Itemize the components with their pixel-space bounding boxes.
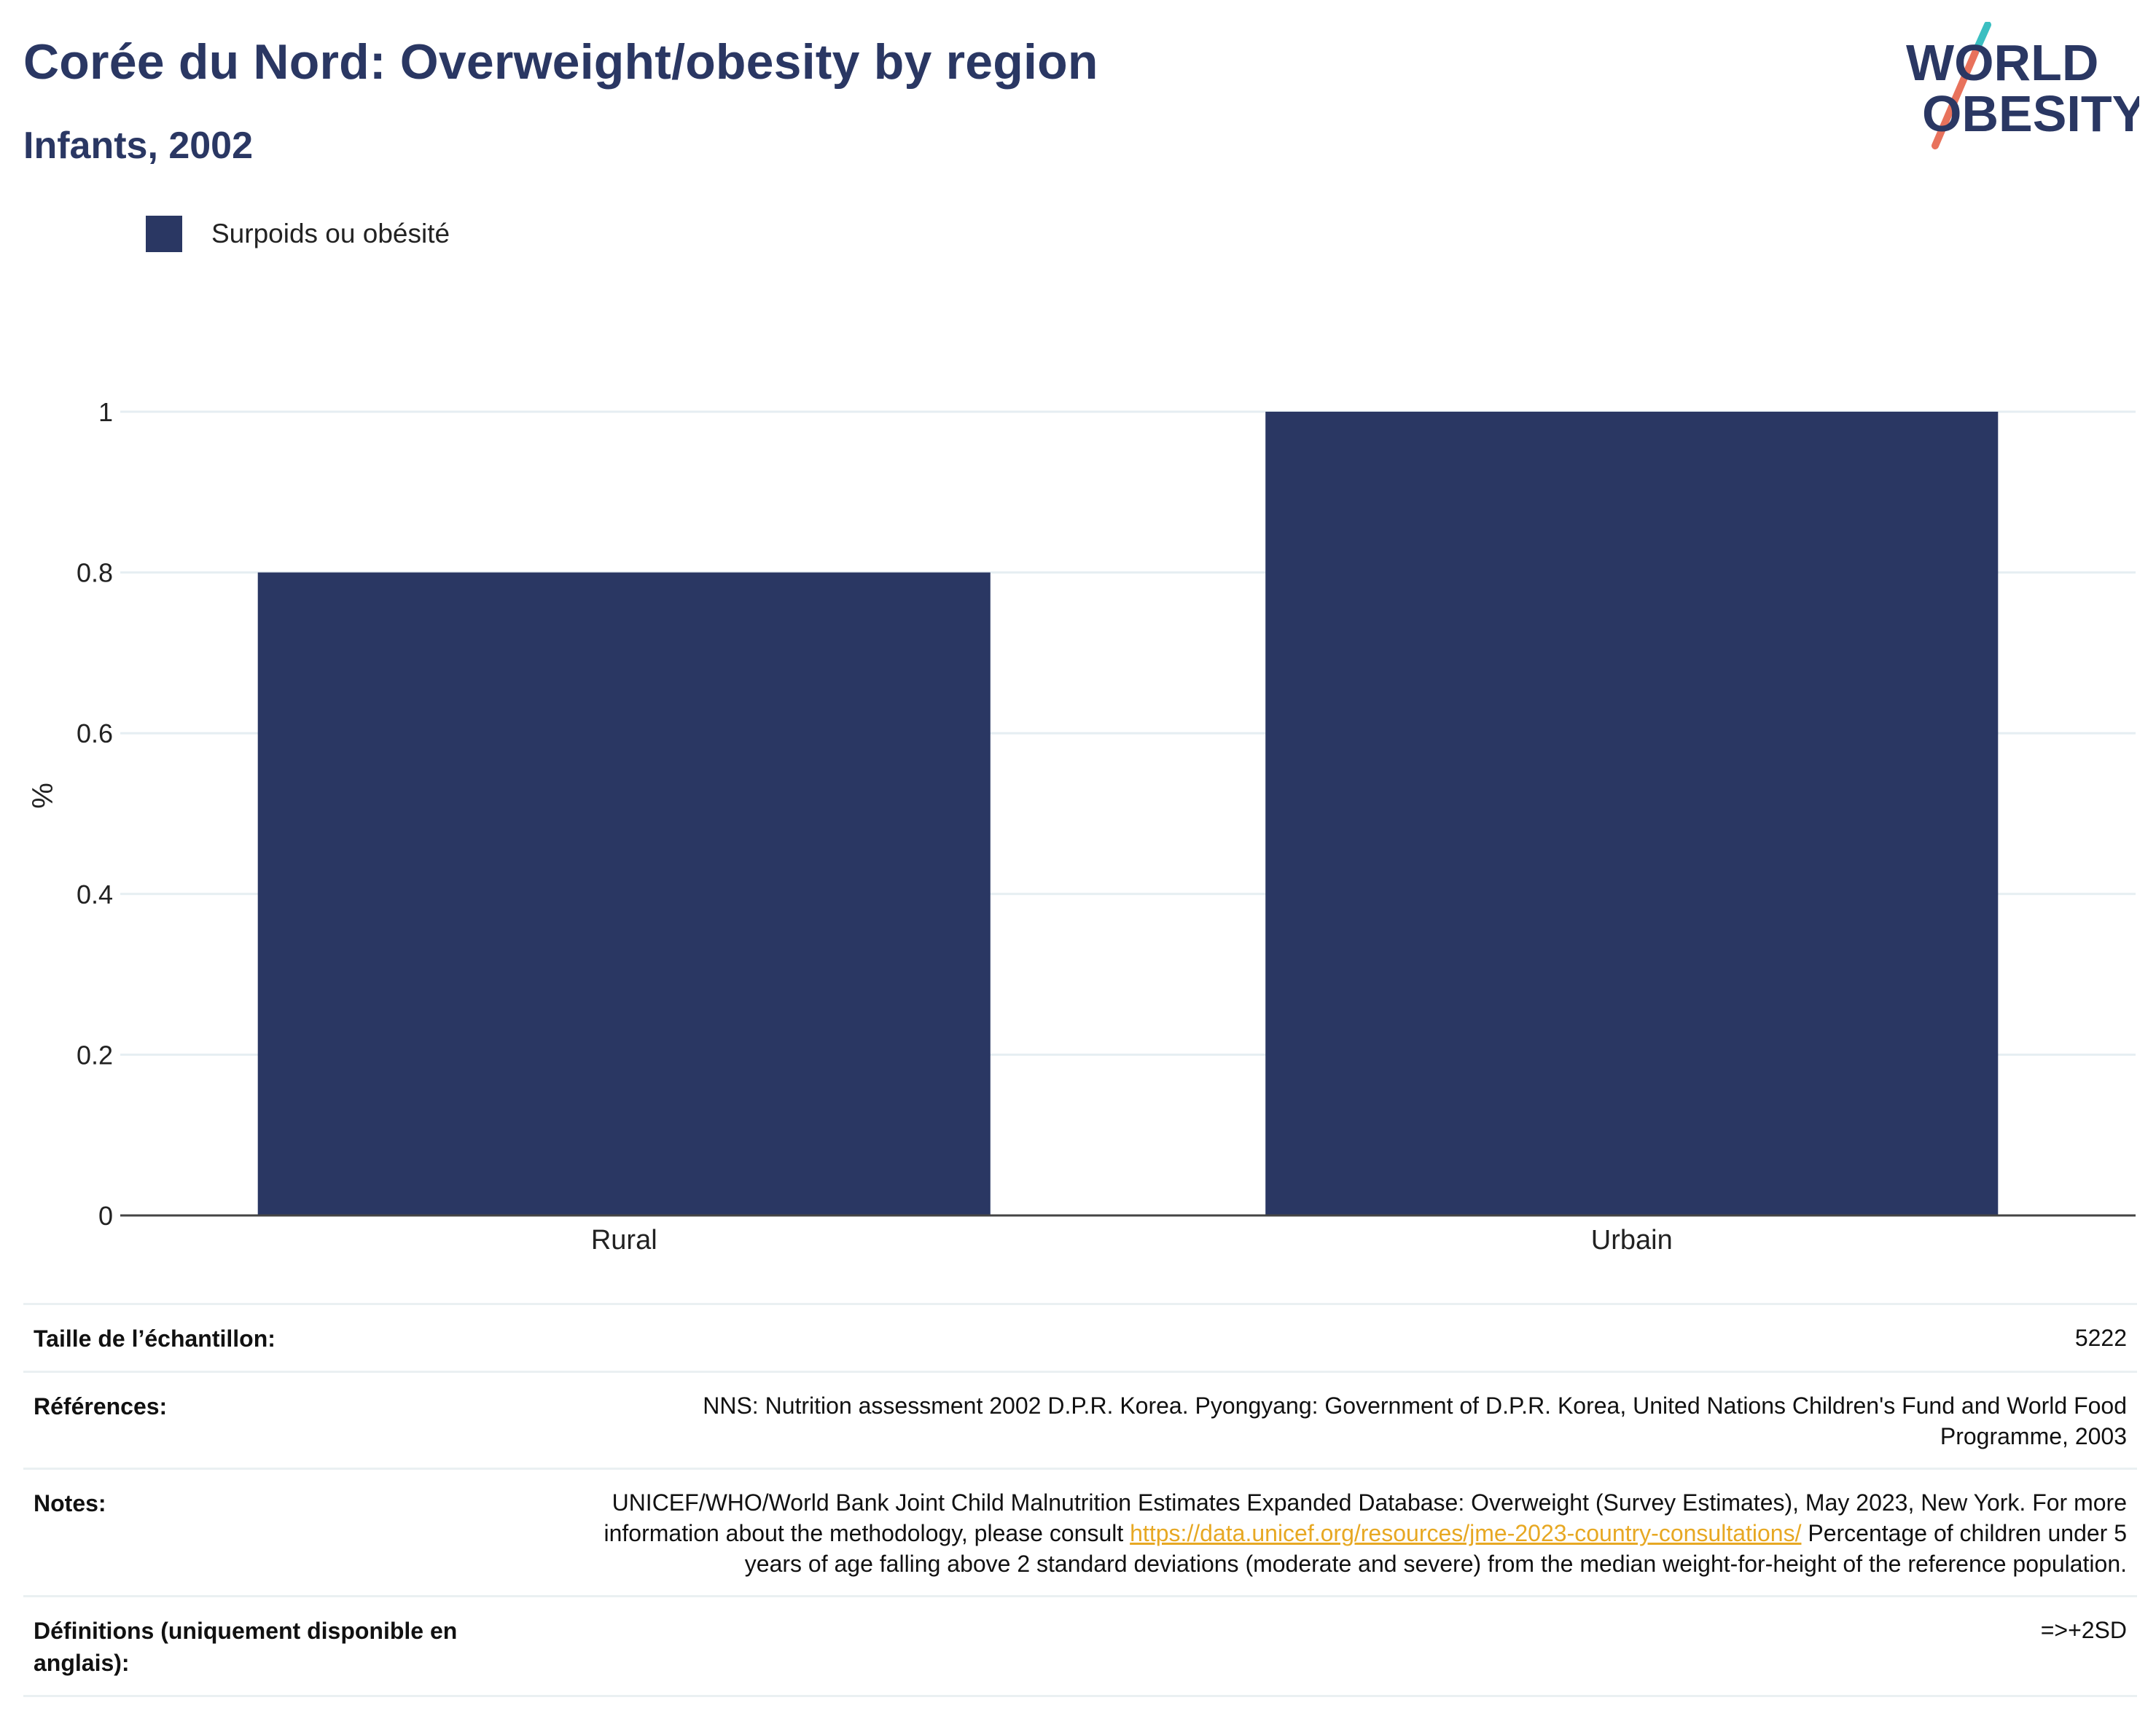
sample-size-value: 5222	[2074, 1325, 2127, 1351]
notes-text-1: UNICEF/WHO/World Bank Joint Child Malnut…	[604, 1489, 2127, 1546]
y-tick-label: 1	[98, 397, 113, 427]
definitions-row: Définitions (uniquement disponible en an…	[23, 1597, 2137, 1697]
y-tick-label: 0.6	[77, 718, 113, 748]
definitions-value: =>+2SD	[2040, 1617, 2127, 1643]
bar-rural[interactable]	[257, 572, 991, 1215]
bar-chart: 0 0.2 0.4 0.6 0.8 1 Rural Urbain %	[27, 397, 2136, 1256]
y-tick-label: 0.4	[77, 880, 113, 909]
bars	[257, 412, 1999, 1215]
sample-size-label: Taille de l’échantillon:	[34, 1325, 276, 1352]
x-tick-label: Urbain	[1591, 1225, 1673, 1256]
notes-value: UNICEF/WHO/World Bank Joint Child Malnut…	[596, 1487, 2127, 1579]
y-axis-title: %	[27, 783, 59, 809]
chart-subtitle: Infants, 2002	[23, 125, 254, 167]
logo-word-obesity: OBESITY	[1922, 85, 2139, 142]
bar-urbain[interactable]	[1265, 412, 1999, 1215]
notes-text-2: Percentage of children under 5 years of …	[744, 1520, 2127, 1577]
references-value: NNS: Nutrition assessment 2002 D.P.R. Ko…	[703, 1393, 2127, 1449]
sample-size-row: Taille de l’échantillon: 5222	[23, 1305, 2137, 1373]
y-tick-labels: 0 0.2 0.4 0.6 0.8 1	[77, 397, 113, 1231]
logo-word-world: WORLD	[1906, 34, 2098, 91]
references-label: Références:	[34, 1393, 168, 1419]
chart-title: Corée du Nord: Overweight/obesity by reg…	[23, 34, 1098, 90]
info-table: Taille de l’échantillon: 5222 Références…	[23, 1303, 2137, 1697]
legend-label: Surpoids ou obésité	[211, 219, 450, 248]
x-tick-label: Rural	[591, 1225, 657, 1256]
x-category-labels: Rural Urbain	[591, 1225, 1673, 1256]
notes-label: Notes:	[34, 1490, 106, 1516]
definitions-label: Définitions (uniquement disponible en an…	[34, 1618, 458, 1676]
notes-row: Notes: UNICEF/WHO/World Bank Joint Child…	[23, 1470, 2137, 1597]
y-tick-label: 0.2	[77, 1040, 113, 1070]
legend[interactable]: Surpoids ou obésité	[146, 216, 450, 252]
references-row: Références: NNS: Nutrition assessment 20…	[23, 1373, 2137, 1470]
legend-swatch	[146, 216, 182, 252]
methodology-link[interactable]: https://data.unicef.org/resources/jme-20…	[1130, 1520, 1802, 1546]
y-tick-label: 0.8	[77, 558, 113, 588]
y-tick-label: 0	[98, 1201, 113, 1231]
world-obesity-logo: WORLD OBESITY	[1906, 22, 2139, 149]
